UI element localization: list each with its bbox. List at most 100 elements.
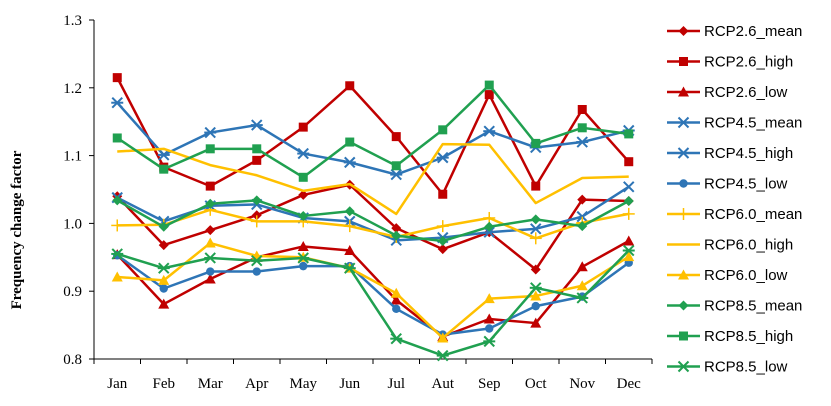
series-RCP2.6_high [112, 73, 634, 199]
series-line [117, 208, 629, 240]
data-point [250, 254, 263, 267]
series-line [116, 77, 630, 196]
data-point [529, 232, 542, 245]
legend-item: RCP8.5_low [667, 359, 788, 376]
data-point [298, 189, 309, 200]
legend-item: RCP2.6_high [667, 54, 793, 71]
legend-marker [678, 300, 689, 311]
y-tick-label: 0.8 [63, 352, 82, 368]
data-point [484, 221, 495, 232]
x-tick-label: Feb [153, 376, 176, 392]
data-point [343, 262, 356, 274]
data-point [529, 282, 542, 294]
data-point [438, 125, 448, 135]
legend-marker [678, 26, 689, 36]
data-point [577, 194, 588, 205]
legend-item: RCP6.0_high [667, 237, 793, 254]
legend-marker [677, 360, 690, 373]
data-point [391, 230, 402, 241]
data-point [345, 137, 355, 147]
data-point [112, 195, 123, 206]
data-point [436, 220, 449, 233]
data-point [624, 129, 634, 139]
data-point [530, 214, 541, 225]
legend-label: RCP6.0_low [704, 267, 788, 284]
data-point [158, 274, 170, 285]
legend-item: RCP4.5_low [667, 176, 788, 193]
data-point [344, 206, 355, 217]
data-point [623, 251, 635, 262]
data-point [623, 181, 635, 193]
data-point [484, 90, 494, 100]
data-point [391, 132, 401, 142]
data-point [531, 301, 540, 311]
data-point [112, 73, 122, 83]
x-tick-label: Nov [569, 376, 595, 392]
x-tick-label: Aut [432, 376, 455, 392]
data-point [531, 181, 541, 191]
legend-label: RCP6.0_high [704, 237, 793, 254]
data-point [204, 273, 216, 284]
series-line [116, 101, 630, 176]
x-tick-label: Dec [617, 376, 641, 392]
legend-marker [679, 179, 688, 188]
legend-marker [677, 147, 690, 159]
series-line [116, 83, 629, 179]
data-point [297, 147, 310, 160]
data-point [111, 97, 124, 109]
data-point [251, 195, 262, 206]
x-tick-label: Mar [198, 376, 223, 392]
data-point [391, 223, 402, 234]
legend-marker [678, 269, 689, 280]
legend-label: RCP4.5_low [704, 176, 788, 193]
data-point [576, 136, 589, 148]
data-point [531, 138, 541, 148]
data-point [390, 294, 402, 305]
data-point [250, 119, 263, 131]
data-point [158, 298, 170, 309]
legend-label: RCP8.5_high [704, 328, 793, 345]
data-point [206, 267, 215, 276]
series-RCP8.5_high [112, 80, 634, 182]
legend-marker [679, 57, 688, 66]
data-point [530, 264, 541, 275]
series-RCP8.5_low [111, 244, 635, 362]
data-point [577, 221, 588, 232]
x-tick-label: Oct [525, 376, 547, 392]
series-layer [111, 73, 635, 362]
x-tick-label: May [290, 376, 318, 392]
x-tick-label: Sep [478, 376, 501, 392]
y-tick-label: 1.2 [63, 81, 82, 97]
y-axis-label: Frequency change factor [9, 150, 25, 309]
legend-item: RCP2.6_mean [667, 23, 802, 40]
data-point [251, 210, 262, 221]
series-RCP4.5_low [113, 251, 633, 339]
data-point [205, 144, 215, 154]
data-point [391, 161, 401, 171]
legend-item: RCP6.0_low [667, 267, 788, 284]
series-line [116, 249, 630, 357]
data-point [436, 349, 449, 362]
data-point [297, 252, 310, 264]
data-point [205, 181, 215, 191]
data-point [159, 284, 168, 293]
y-tick-label: 0.9 [63, 284, 82, 300]
legend-item: RCP8.5_mean [667, 298, 802, 315]
data-point [204, 237, 216, 248]
series-line [116, 254, 630, 336]
data-point [622, 244, 635, 257]
data-point [576, 280, 588, 291]
data-point [111, 248, 124, 260]
legend-marker [677, 208, 690, 220]
legend-label: RCP4.5_mean [704, 115, 802, 132]
data-point [205, 225, 216, 236]
legend-item: RCP8.5_high [667, 328, 793, 345]
series-line [117, 241, 630, 340]
legend-label: RCP8.5_low [704, 359, 788, 376]
data-point [530, 317, 542, 328]
legend-marker [677, 116, 690, 129]
data-point [577, 123, 587, 133]
data-point [392, 304, 401, 314]
legend-label: RCP6.0_mean [704, 206, 802, 223]
